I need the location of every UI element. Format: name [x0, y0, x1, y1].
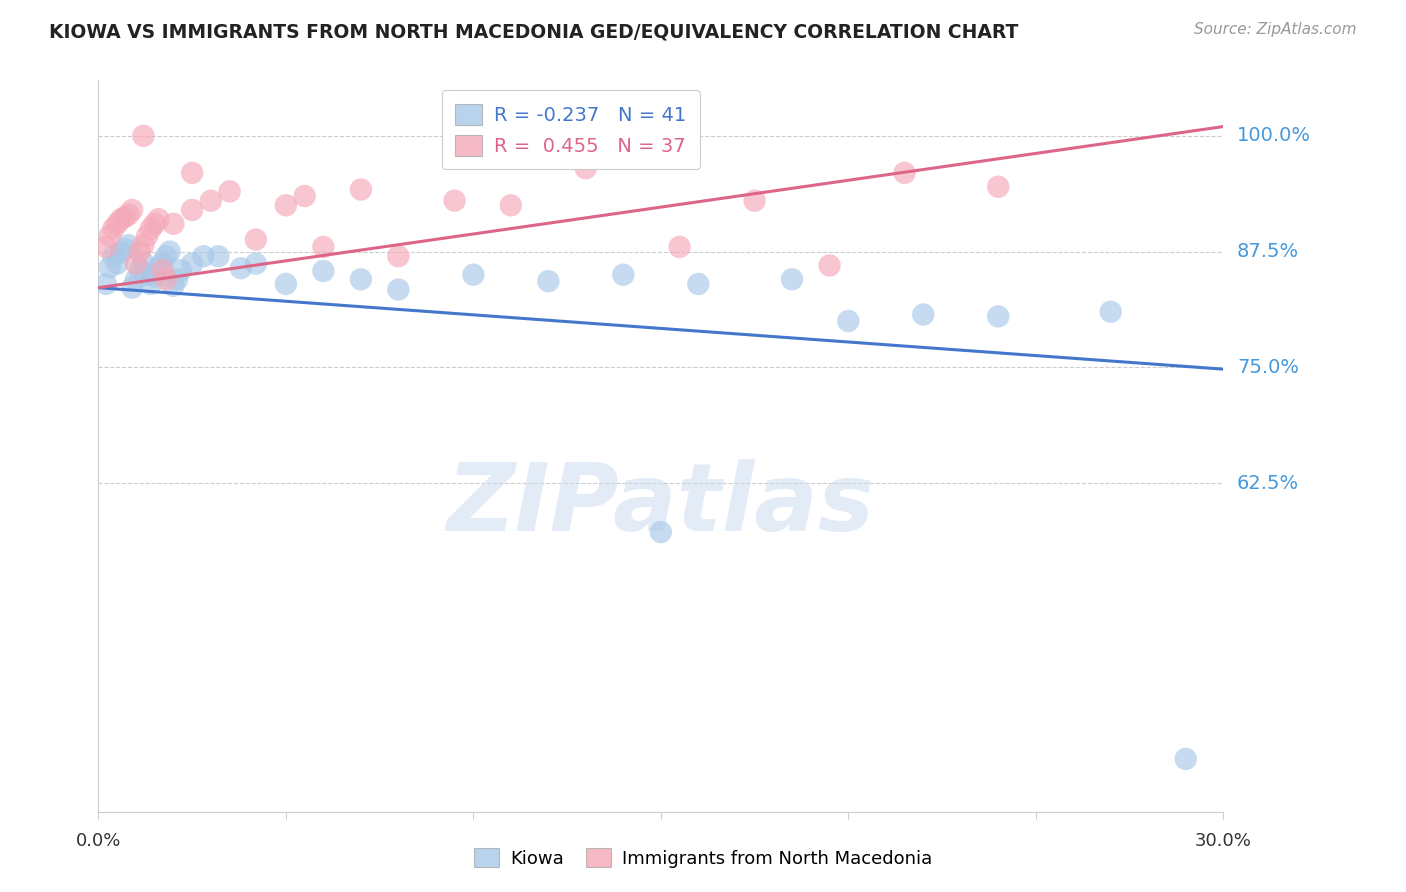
Point [207, 249, 229, 263]
Point [1099, 304, 1122, 318]
Point [128, 244, 150, 259]
Point [350, 182, 373, 196]
Point [987, 310, 1010, 324]
Point [117, 238, 139, 252]
Point [612, 268, 634, 282]
Text: Source: ZipAtlas.com: Source: ZipAtlas.com [1194, 22, 1357, 37]
Point [499, 198, 522, 212]
Point [143, 217, 166, 231]
Point [105, 217, 128, 231]
Point [537, 274, 560, 288]
Point [132, 128, 155, 143]
Point [294, 189, 316, 203]
Point [117, 208, 139, 222]
Point [387, 283, 409, 297]
Point [121, 281, 143, 295]
Text: 87.5%: 87.5% [1237, 242, 1299, 261]
Point [94, 240, 117, 254]
Point [155, 249, 177, 263]
Text: ZIPatlas: ZIPatlas [447, 458, 875, 550]
Point [987, 179, 1010, 194]
Point [98, 228, 121, 243]
Point [245, 257, 267, 271]
Point [350, 272, 373, 286]
Point [143, 269, 166, 284]
Point [125, 272, 148, 286]
Point [688, 277, 710, 291]
Point [181, 257, 204, 271]
Text: 75.0%: 75.0% [1237, 358, 1299, 376]
Legend: Kiowa, Immigrants from North Macedonia: Kiowa, Immigrants from North Macedonia [463, 837, 943, 879]
Point [121, 202, 143, 217]
Point [650, 525, 672, 540]
Point [575, 161, 598, 176]
Point [274, 277, 297, 291]
Point [181, 202, 204, 217]
Point [200, 194, 222, 208]
Point [128, 263, 150, 277]
Point [136, 228, 159, 243]
Point [443, 194, 465, 208]
Point [148, 212, 170, 227]
Point [744, 194, 766, 208]
Point [132, 255, 155, 269]
Point [125, 257, 148, 271]
Point [103, 221, 125, 235]
Text: 100.0%: 100.0% [1237, 127, 1312, 145]
Point [136, 268, 159, 282]
Point [132, 238, 155, 252]
Point [150, 263, 173, 277]
Point [274, 198, 297, 212]
Point [139, 221, 162, 235]
Point [245, 233, 267, 247]
Point [98, 260, 121, 275]
Point [312, 240, 335, 254]
Text: 0.0%: 0.0% [76, 832, 121, 850]
Point [159, 244, 181, 259]
Point [155, 272, 177, 286]
Point [893, 166, 915, 180]
Point [780, 272, 803, 286]
Point [114, 211, 136, 225]
Point [912, 308, 935, 322]
Point [166, 272, 188, 286]
Point [105, 257, 128, 271]
Point [387, 249, 409, 263]
Point [668, 240, 690, 254]
Point [193, 249, 215, 263]
Point [103, 249, 125, 263]
Point [1174, 752, 1197, 766]
Point [218, 185, 240, 199]
Point [114, 242, 136, 256]
Point [229, 261, 252, 276]
Point [110, 245, 132, 260]
Point [148, 260, 170, 275]
Point [170, 263, 193, 277]
Point [94, 277, 117, 291]
Point [150, 255, 173, 269]
Text: 30.0%: 30.0% [1195, 832, 1251, 850]
Point [463, 268, 485, 282]
Point [162, 217, 184, 231]
Point [837, 314, 859, 328]
Point [181, 166, 204, 180]
Point [139, 277, 162, 291]
Text: 62.5%: 62.5% [1237, 474, 1299, 492]
Point [110, 212, 132, 227]
Point [162, 278, 184, 293]
Point [818, 259, 841, 273]
Text: KIOWA VS IMMIGRANTS FROM NORTH MACEDONIA GED/EQUIVALENCY CORRELATION CHART: KIOWA VS IMMIGRANTS FROM NORTH MACEDONIA… [49, 22, 1018, 41]
Legend: R = -0.237   N = 41, R =  0.455   N = 37: R = -0.237 N = 41, R = 0.455 N = 37 [441, 90, 700, 169]
Point [312, 264, 335, 278]
